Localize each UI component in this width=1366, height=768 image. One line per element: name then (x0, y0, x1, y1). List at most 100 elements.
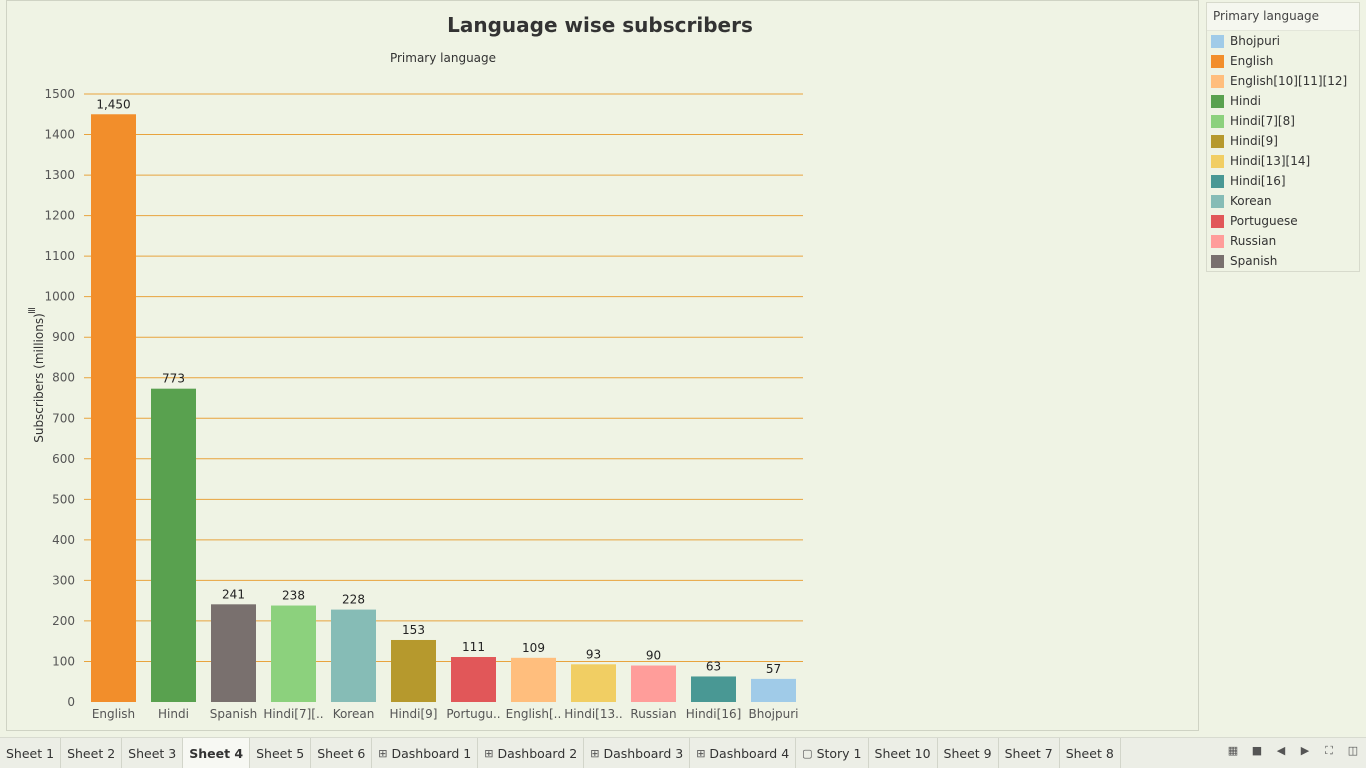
bar[interactable] (631, 665, 676, 702)
data-label: 111 (462, 640, 485, 654)
y-tick-label: 1000 (44, 290, 75, 304)
bar[interactable] (151, 388, 196, 702)
legend: Primary language Bhojpuri English English[… (1206, 2, 1360, 272)
y-tick-label: 900 (52, 330, 75, 344)
legend-label: English (1230, 54, 1274, 68)
bar[interactable] (571, 664, 616, 702)
legend-swatch (1211, 74, 1224, 88)
legend-item[interactable]: Hindi[13][14] (1207, 151, 1359, 171)
legend-label: English[10][11][12] (1230, 74, 1348, 88)
data-label: 241 (222, 587, 245, 601)
legend-item[interactable]: Portuguese (1207, 211, 1359, 231)
y-tick-label: 200 (52, 614, 75, 628)
x-tick-label: Hindi (158, 707, 189, 721)
legend-item[interactable]: Spanish (1207, 251, 1359, 271)
y-tick-label: 700 (52, 411, 75, 425)
legend-label: Spanish (1230, 254, 1278, 268)
x-tick-label: Hindi[16] (686, 707, 742, 721)
bar[interactable] (271, 605, 316, 702)
bar[interactable] (331, 609, 376, 702)
legend-swatch (1211, 94, 1224, 108)
data-label: 93 (586, 647, 601, 661)
legend-swatch (1211, 54, 1224, 68)
y-tick-label: 1300 (44, 168, 75, 182)
tab-label: Sheet 5 (256, 745, 305, 761)
tab-dashboard-4[interactable]: ⊞ Dashboard 4 (690, 738, 797, 768)
tab-label: Sheet 6 (317, 745, 366, 761)
bar[interactable] (91, 114, 136, 703)
tab-dashboard-2[interactable]: ⊞ Dashboard 2 (478, 738, 585, 768)
show-filmstrip-icon[interactable]: ■ (1251, 744, 1263, 757)
next-sheet-icon[interactable]: ▶ (1300, 744, 1310, 757)
show-sheet-sorter-icon[interactable]: ▦ (1227, 744, 1239, 757)
bar[interactable] (451, 657, 496, 702)
legend-swatch (1211, 194, 1224, 208)
bar[interactable] (751, 678, 796, 702)
x-tick-label: Hindi[9] (390, 707, 438, 721)
dashboard-icon: ⊞ (696, 746, 706, 760)
tab-label: Sheet 10 (874, 745, 931, 761)
tab-label: Sheet 4 (189, 745, 244, 761)
chart-title: Language wise subscribers (447, 13, 753, 37)
tab-label: Dashboard 1 (391, 745, 472, 761)
tab-label: Dashboard 2 (497, 745, 578, 761)
y-tick-label: 1500 (44, 87, 75, 101)
tab-dashboard-3[interactable]: ⊞ Dashboard 3 (584, 738, 691, 768)
tab-sheet-8[interactable]: Sheet 8 (1060, 738, 1121, 768)
tab-sheet-2[interactable]: Sheet 2 (61, 738, 123, 768)
y-tick-label: 500 (52, 492, 75, 506)
tab-sheet-10[interactable]: Sheet 10 (869, 738, 938, 768)
legend-item[interactable]: Russian (1207, 231, 1359, 251)
fullscreen-icon[interactable]: ⛶ (1325, 744, 1333, 757)
tab-label: Sheet 9 (943, 745, 992, 761)
tab-story-1[interactable]: ▢ Story 1 (796, 738, 869, 768)
data-label: 773 (162, 372, 185, 386)
sheet-tab-bar: Sheet 1 Sheet 2 Sheet 3 Sheet 4 Sheet 5 Sheet… (0, 737, 1366, 768)
data-label: 153 (402, 623, 425, 637)
tab-sheet-4[interactable]: Sheet 4 (183, 738, 251, 768)
legend-label: Hindi[16] (1230, 174, 1286, 188)
legend-item[interactable]: Hindi (1207, 91, 1359, 111)
x-tick-label: Korean (333, 707, 375, 721)
bar[interactable] (511, 657, 556, 702)
legend-swatch (1211, 174, 1224, 188)
data-label: 228 (342, 593, 365, 607)
legend-label: Hindi[13][14] (1230, 154, 1311, 168)
tab-sheet-9[interactable]: Sheet 9 (938, 738, 999, 768)
sort-icon[interactable]: ≡ (27, 304, 37, 317)
data-label: 57 (766, 662, 781, 676)
tab-sheet-3[interactable]: Sheet 3 (122, 738, 184, 768)
legend-item[interactable]: Hindi[9] (1207, 131, 1359, 151)
legend-item[interactable]: Hindi[16] (1207, 171, 1359, 191)
legend-item[interactable]: Hindi[7][8] (1207, 111, 1359, 131)
previous-sheet-icon[interactable]: ◀ (1276, 744, 1286, 757)
legend-title: Primary language (1207, 3, 1359, 31)
legend-item[interactable]: Bhojpuri (1207, 31, 1359, 51)
bar[interactable] (691, 676, 736, 702)
tab-dashboard-1[interactable]: ⊞ Dashboard 1 (372, 738, 479, 768)
tab-label: Sheet 8 (1065, 745, 1114, 761)
tab-sheet-6[interactable]: Sheet 6 (311, 738, 373, 768)
presentation-mode-icon[interactable]: ◫ (1347, 744, 1359, 757)
tab-sheet-5[interactable]: Sheet 5 (250, 738, 312, 768)
x-tick-label: Portugu.. (446, 707, 500, 721)
legend-label: Korean (1230, 194, 1272, 208)
y-tick-label: 600 (52, 452, 75, 466)
y-tick-label: 300 (52, 573, 75, 587)
legend-item[interactable]: Korean (1207, 191, 1359, 211)
dashboard-icon: ⊞ (378, 746, 388, 760)
legend-item[interactable]: English[10][11][12] (1207, 71, 1359, 91)
legend-swatch (1211, 114, 1224, 128)
y-tick-label: 0 (67, 695, 75, 709)
bar[interactable] (391, 639, 436, 702)
x-tick-label: English (92, 707, 135, 721)
tab-sheet-7[interactable]: Sheet 7 (999, 738, 1060, 768)
tab-sheet-1[interactable]: Sheet 1 (0, 738, 62, 768)
legend-items: Bhojpuri English English[10][11][12] Hindi H… (1207, 31, 1359, 271)
legend-swatch (1211, 134, 1224, 148)
bar[interactable] (211, 604, 256, 702)
y-tick-label: 1200 (44, 209, 75, 223)
tab-label: Sheet 7 (1004, 745, 1053, 761)
x-tick-label: Russian (630, 707, 676, 721)
legend-item[interactable]: English (1207, 51, 1359, 71)
